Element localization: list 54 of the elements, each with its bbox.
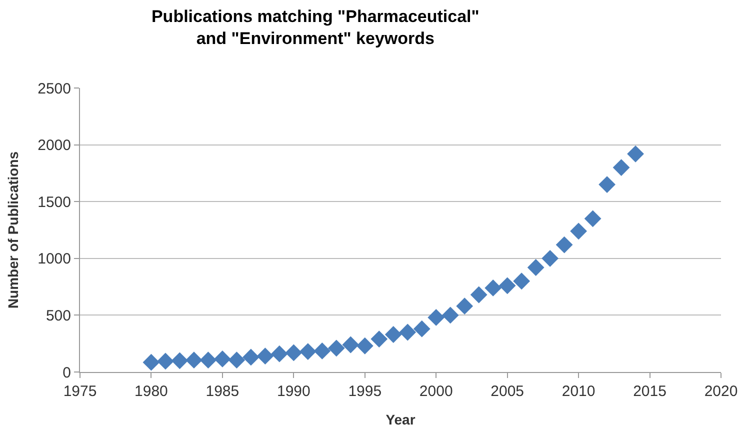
point: [498, 277, 516, 294]
x-tick-label: 2010: [562, 383, 596, 400]
point: [314, 342, 331, 360]
point: [413, 320, 430, 338]
point: [356, 337, 374, 354]
point: [384, 326, 402, 343]
x-tick-label: 1980: [134, 383, 168, 400]
x-tick-label: 1985: [206, 383, 240, 400]
point: [200, 352, 217, 369]
y-axis-title: Number of Publications: [5, 151, 22, 309]
point: [556, 236, 573, 254]
point: [299, 343, 316, 360]
point: [171, 352, 188, 370]
x-tick-label: 2005: [490, 383, 524, 400]
point: [456, 298, 474, 315]
y-tick-label: 0: [62, 364, 71, 382]
x-tick-label: 2000: [419, 383, 453, 400]
point: [328, 340, 345, 357]
point: [612, 159, 630, 176]
point: [342, 336, 360, 354]
x-tick-label: 1995: [348, 383, 382, 400]
point: [627, 145, 644, 162]
chart-title: Publications matching "Pharmaceutical" and "Environment" keywords: [151, 6, 480, 48]
point: [484, 279, 502, 296]
point: [157, 352, 174, 370]
y-tick-label: 1500: [38, 194, 71, 211]
point: [399, 324, 416, 341]
point: [142, 354, 160, 371]
x-tick-label: 1990: [276, 383, 310, 400]
y-tick-label: 1000: [38, 250, 71, 268]
point: [370, 330, 388, 348]
point: [598, 176, 616, 194]
y-tick-label: 500: [46, 307, 71, 324]
x-tick-label: 2015: [633, 383, 666, 400]
point: [214, 350, 231, 368]
point: [186, 352, 202, 369]
point: [285, 344, 302, 362]
point: [542, 250, 559, 267]
point: [470, 286, 488, 304]
point: [527, 259, 544, 276]
point: [428, 309, 445, 326]
y-tick-label: 2000: [38, 137, 71, 154]
point: [584, 210, 602, 228]
x-tick-label: 2020: [704, 383, 738, 400]
point: [570, 222, 588, 240]
x-axis-title: Year: [386, 411, 416, 428]
x-tick-label: 1975: [63, 383, 97, 400]
point: [228, 352, 246, 369]
point: [270, 345, 288, 362]
point: [513, 272, 530, 290]
point: [442, 306, 459, 324]
y-tick-label: 2500: [38, 80, 71, 98]
point: [256, 348, 274, 365]
point: [242, 348, 260, 366]
